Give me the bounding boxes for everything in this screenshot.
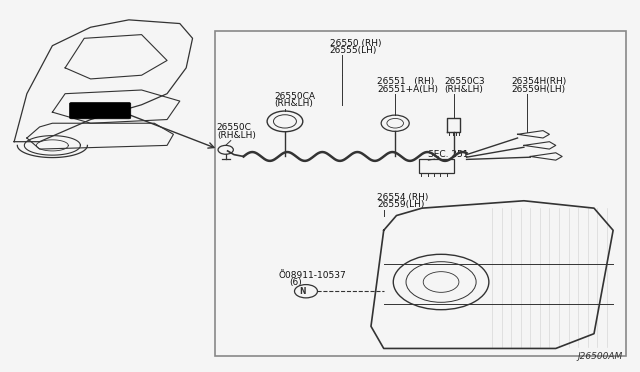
Text: 26550 (RH): 26550 (RH) bbox=[330, 39, 381, 48]
Text: 26550CA: 26550CA bbox=[274, 92, 315, 101]
Text: N: N bbox=[299, 287, 305, 296]
Bar bbox=[419, 159, 454, 173]
Text: 26559(LH): 26559(LH) bbox=[378, 200, 425, 209]
Bar bbox=[215, 31, 626, 356]
Text: 26555(LH): 26555(LH) bbox=[330, 46, 377, 55]
Text: (6): (6) bbox=[289, 278, 302, 287]
FancyBboxPatch shape bbox=[70, 103, 131, 119]
Text: 26550C: 26550C bbox=[217, 124, 252, 132]
Text: SEC. 251: SEC. 251 bbox=[428, 150, 469, 160]
Text: (RH&LH): (RH&LH) bbox=[444, 85, 483, 94]
Text: Õ08911-10537: Õ08911-10537 bbox=[278, 271, 346, 280]
Text: 26551+A(LH): 26551+A(LH) bbox=[378, 85, 438, 94]
Text: 26550C3: 26550C3 bbox=[444, 77, 485, 86]
Text: 26554 (RH): 26554 (RH) bbox=[378, 192, 429, 202]
Text: (RH&LH): (RH&LH) bbox=[217, 131, 255, 140]
Text: 26559H(LH): 26559H(LH) bbox=[511, 85, 565, 94]
Text: (RH&LH): (RH&LH) bbox=[274, 99, 313, 109]
Text: J26500AM: J26500AM bbox=[577, 352, 623, 361]
Text: 26354H(RH): 26354H(RH) bbox=[511, 77, 566, 86]
Text: 26551   (RH): 26551 (RH) bbox=[378, 77, 435, 86]
